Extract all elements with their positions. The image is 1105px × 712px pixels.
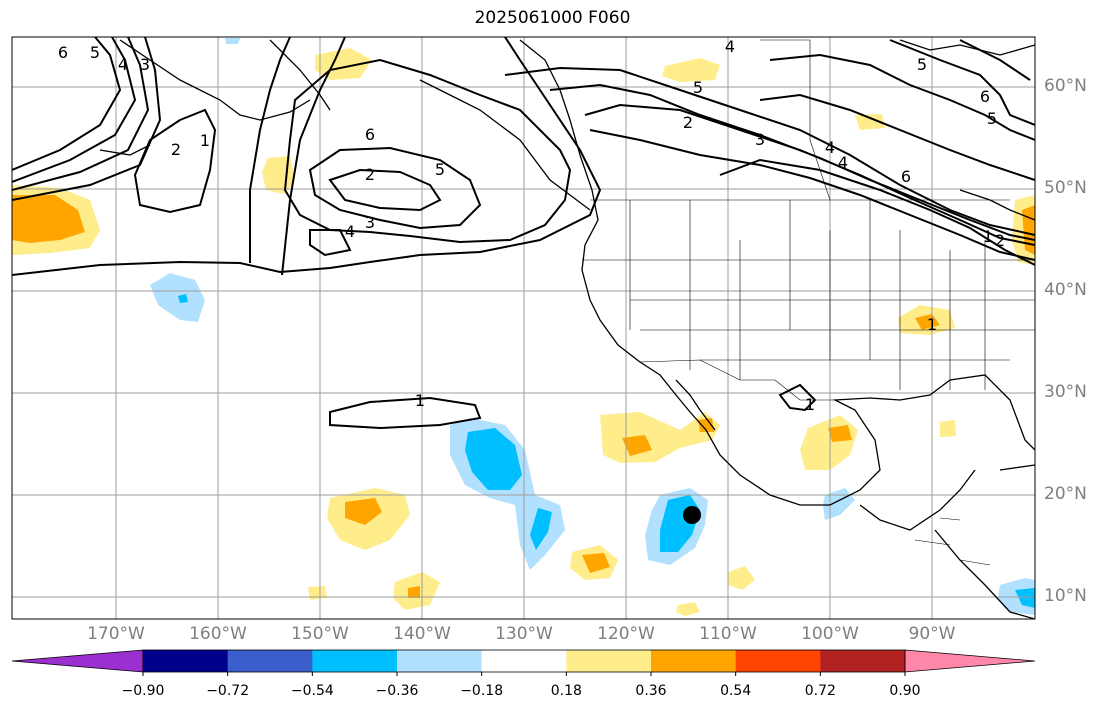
colorbar-frame (142, 649, 906, 673)
anomaly-fill-negative (150, 273, 205, 322)
contour-label: 3 (140, 55, 150, 74)
anomaly-fill-positive (308, 586, 327, 600)
anomaly-fill-positive-strong (622, 435, 652, 456)
latitude-label: 10°N (1044, 586, 1087, 606)
contour-label: 1 (805, 395, 815, 414)
anomaly-fill-positive (728, 566, 755, 590)
anomaly-fill-positive (662, 58, 720, 82)
anomaly-fill-positive (855, 114, 885, 130)
storm-center-dot (683, 506, 701, 524)
longitude-label: 110°W (699, 624, 757, 644)
contour-label: 5 (90, 43, 100, 62)
contour-label: 2 (995, 231, 1005, 250)
colorbar (11, 649, 1036, 676)
chart-title: 2025061000 F060 (474, 8, 631, 28)
colorbar-tick-label: 0.90 (889, 683, 921, 699)
anomaly-fill-layer (12, 38, 1035, 616)
contour-label: 2 (171, 140, 181, 159)
contour-label: 4 (118, 55, 128, 74)
latitude-label: 50°N (1044, 178, 1087, 198)
contour-label: 6 (980, 87, 990, 106)
colorbar-segment (651, 650, 737, 672)
anomaly-fill-negative (225, 38, 240, 44)
colorbar-tick-label: 0.72 (804, 683, 836, 699)
colorbar-segment (735, 650, 821, 672)
anomaly-fill-positive-strong (345, 498, 382, 525)
colorbar-segment (397, 650, 483, 672)
contour-label: 6 (901, 167, 911, 186)
contour-label: 1 (927, 315, 937, 334)
contour-label: 4 (825, 138, 835, 157)
longitude-label: 90°W (908, 624, 956, 644)
latitude-label: 20°N (1044, 484, 1087, 504)
contour-label: 4 (725, 37, 735, 56)
graticule (12, 37, 1035, 619)
anomaly-fill-positive-strong (828, 425, 852, 442)
colorbar-tick-label: −0.72 (206, 683, 250, 699)
anomaly-fill-negative-strong (178, 294, 188, 303)
colorbar-segment (481, 650, 567, 672)
colorbar-segment (820, 650, 906, 672)
latitude-label: 60°N (1044, 76, 1087, 96)
contour-label: 6 (58, 43, 68, 62)
anomaly-fill-positive (676, 602, 700, 616)
anomaly-fill-negative-strong (465, 428, 522, 490)
anomaly-fill-positive-strong (582, 553, 610, 573)
longitude-label: 160°W (189, 624, 247, 644)
map-frame (11, 36, 1036, 620)
anomaly-fill-positive-strong (12, 195, 85, 243)
contour-label: 5 (987, 109, 997, 128)
anomaly-fill-negative-strong (1015, 588, 1035, 608)
contour-label: 5 (693, 78, 703, 97)
contour-label: 3 (755, 130, 765, 149)
contour-label: 5 (917, 55, 927, 74)
colorbar-segment (227, 650, 313, 672)
contour-label: 2 (365, 165, 375, 184)
longitude-label: 170°W (87, 624, 145, 644)
anomaly-fill-positive-strong (915, 314, 940, 330)
height-contours (12, 37, 1035, 430)
contour-label: 3 (365, 213, 375, 232)
anomaly-fill-positive (940, 420, 956, 437)
longitude-label: 130°W (495, 624, 553, 644)
longitude-label: 100°W (801, 624, 859, 644)
colorbar-segment (143, 650, 229, 672)
coastlines (99, 39, 1035, 619)
colorbar-extend-max (904, 649, 1036, 673)
colorbar-tick-label: −0.36 (375, 683, 419, 699)
colorbar-segment (566, 650, 652, 672)
anomaly-fill-negative-strong (530, 508, 552, 550)
colorbar-tick-label: −0.54 (290, 683, 334, 699)
contour-label: 1 (983, 227, 993, 246)
contour-label: 6 (365, 125, 375, 144)
longitude-label: 140°W (393, 624, 451, 644)
colorbar-tick-label: −0.90 (121, 683, 165, 699)
longitude-label: 150°W (291, 624, 349, 644)
longitude-label: 120°W (597, 624, 655, 644)
colorbar-tick-label: 0.18 (550, 683, 582, 699)
anomaly-fill-positive-strong (698, 418, 714, 432)
contour-label: 1 (415, 391, 425, 410)
latitude-label: 30°N (1044, 382, 1087, 402)
colorbar-tick-label: 0.36 (635, 683, 667, 699)
contour-label: 1 (200, 131, 210, 150)
latitude-label: 40°N (1044, 280, 1087, 300)
colorbar-extend-min (11, 649, 144, 673)
contour-label: 5 (435, 160, 445, 179)
contour-label: 2 (683, 113, 693, 132)
colorbar-tick-label: −0.18 (460, 683, 504, 699)
contour-label: 4 (345, 222, 355, 241)
colorbar-tick-label: 0.54 (720, 683, 752, 699)
anomaly-fill-positive-strong (408, 586, 420, 598)
contour-label: 4 (838, 153, 848, 172)
colorbar-segment (312, 650, 398, 672)
